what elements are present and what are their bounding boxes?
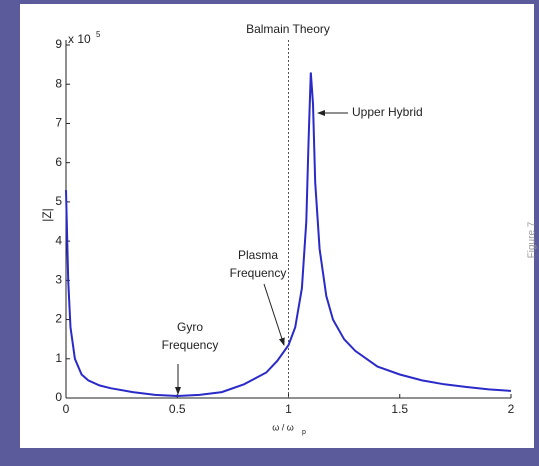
y-multiplier-exp: 5 xyxy=(96,30,101,39)
x-tick-label: 0 xyxy=(63,402,70,416)
x-tick-label: 0.5 xyxy=(169,402,186,416)
x-tick-label: 2 xyxy=(508,402,515,416)
x-tick-label: 1.5 xyxy=(391,402,408,416)
y-tick-label: 3 xyxy=(55,273,62,287)
x-label-sub: p xyxy=(302,429,306,436)
annotation: Plasma xyxy=(238,248,278,262)
annotation: Frequency xyxy=(162,338,219,352)
y-label: |Z| xyxy=(40,208,54,222)
x-tick-label: 1 xyxy=(285,402,292,416)
arrow xyxy=(263,283,285,346)
panel xyxy=(20,4,534,448)
annotation: Gyro xyxy=(177,320,203,334)
y-tick-label: 6 xyxy=(55,155,62,169)
y-tick-label: 0 xyxy=(55,390,62,404)
y-tick-label: 8 xyxy=(55,76,62,90)
annotation: Frequency xyxy=(230,266,287,280)
y-tick-label: 5 xyxy=(55,194,62,208)
y-tick-label: 1 xyxy=(55,351,62,365)
line xyxy=(65,72,512,398)
y-tick-label: 7 xyxy=(55,116,62,130)
y-tick-label: 9 xyxy=(55,37,62,51)
chart-title: Balmain Theory xyxy=(246,22,330,36)
side-text: Figure 7 xyxy=(527,221,538,258)
y-tick-label: 4 xyxy=(55,233,62,247)
y-tick-label: 2 xyxy=(55,312,62,326)
x-label: ω / ω xyxy=(272,422,294,432)
annotation: Upper Hybrid xyxy=(352,105,423,119)
y-multiplier: x 10 xyxy=(68,32,91,46)
